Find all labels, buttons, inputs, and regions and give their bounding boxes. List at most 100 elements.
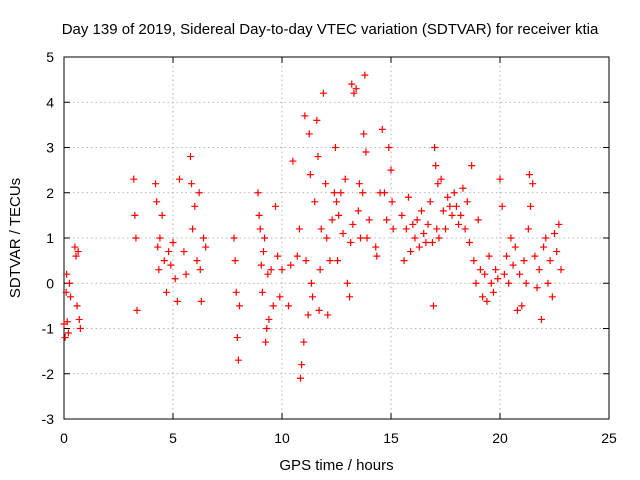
data-point: [485, 252, 493, 260]
data-point: [346, 293, 354, 301]
x-tick-label: 10: [274, 430, 290, 446]
data-point: [409, 220, 417, 228]
data-point: [171, 275, 179, 283]
data-point: [261, 234, 269, 242]
data-point: [335, 211, 343, 219]
data-point: [293, 252, 301, 260]
data-point: [297, 374, 305, 382]
data-point: [154, 243, 162, 251]
data-point: [307, 279, 315, 287]
data-point: [323, 234, 331, 242]
data-point: [418, 207, 426, 215]
data-point: [133, 306, 141, 314]
data-point: [439, 207, 447, 215]
data-point: [529, 180, 537, 188]
data-point: [262, 338, 270, 346]
data-point: [535, 266, 543, 274]
data-point: [347, 239, 355, 247]
data-point: [67, 293, 75, 301]
data-point: [180, 248, 188, 256]
data-point: [362, 148, 370, 156]
data-point: [158, 211, 166, 219]
data-point: [176, 175, 184, 183]
data-point: [442, 225, 449, 233]
data-point: [75, 315, 83, 323]
data-point: [422, 239, 430, 247]
data-point: [319, 89, 327, 97]
data-point: [314, 153, 322, 161]
data-point: [269, 302, 277, 310]
data-point: [182, 270, 190, 278]
data-point: [271, 202, 279, 210]
y-tick-label: 1: [46, 230, 54, 246]
data-point: [298, 361, 306, 369]
data-point: [448, 211, 456, 219]
data-point: [131, 211, 139, 219]
data-point: [520, 257, 528, 265]
data-point: [188, 180, 196, 188]
data-point: [200, 234, 208, 242]
data-point: [378, 125, 386, 133]
data-point: [446, 202, 454, 210]
data-point: [431, 144, 439, 151]
data-point: [463, 198, 471, 206]
data-point: [189, 225, 197, 233]
x-tick-label: 20: [492, 430, 508, 446]
data-point: [197, 297, 205, 305]
data-point: [509, 261, 517, 269]
data-point: [400, 257, 408, 265]
y-tick-label: -2: [42, 366, 55, 382]
data-point: [557, 266, 565, 274]
chart-title: Day 139 of 2019, Sidereal Day-to-day VTE…: [62, 21, 599, 38]
data-point: [411, 234, 419, 242]
data-point: [461, 225, 469, 233]
data-point: [373, 252, 381, 260]
data-point: [435, 234, 443, 242]
data-point: [196, 266, 204, 274]
y-tick-label: -3: [42, 411, 55, 427]
data-point: [315, 306, 323, 314]
data-point: [489, 288, 497, 296]
data-point: [153, 198, 161, 206]
data-point: [235, 302, 243, 310]
data-point: [481, 270, 489, 278]
data-point: [372, 243, 380, 251]
data-point: [255, 211, 263, 219]
data-point: [455, 220, 463, 228]
data-point: [483, 297, 491, 305]
y-tick-label: 4: [46, 94, 54, 110]
data-point: [516, 270, 524, 278]
data-point: [468, 162, 476, 170]
data-point: [63, 270, 71, 278]
data-point: [165, 248, 173, 256]
data-point: [555, 220, 563, 228]
data-point: [306, 171, 314, 179]
data-point: [420, 229, 428, 237]
data-point: [348, 80, 356, 88]
data-points: [60, 71, 565, 382]
data-point: [167, 261, 175, 269]
data-point: [304, 311, 312, 319]
data-point: [267, 266, 275, 274]
data-point: [259, 248, 267, 256]
x-axis-label: GPS time / hours: [279, 457, 393, 474]
data-point: [360, 130, 368, 138]
data-point: [254, 189, 262, 197]
data-point: [407, 248, 415, 256]
data-point: [169, 239, 177, 247]
data-point: [404, 193, 412, 201]
x-tick-label: 25: [601, 430, 617, 446]
data-point: [354, 207, 362, 215]
data-point: [263, 325, 271, 332]
data-point: [317, 225, 325, 233]
data-point: [434, 180, 442, 188]
data-point: [311, 198, 319, 206]
data-point: [231, 257, 239, 265]
data-point: [274, 252, 282, 260]
data-point: [428, 239, 436, 247]
data-point: [544, 279, 552, 287]
data-point: [71, 243, 79, 251]
data-point: [326, 257, 334, 265]
data-point: [430, 302, 438, 310]
data-point: [513, 306, 521, 314]
